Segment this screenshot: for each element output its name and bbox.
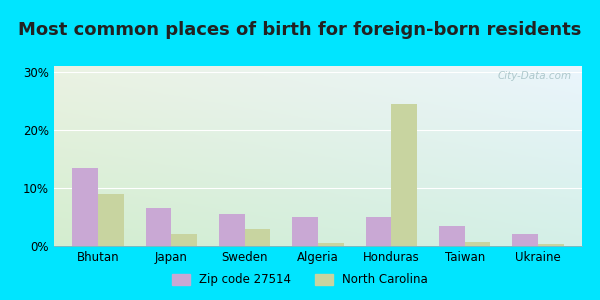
Bar — [73, 168, 98, 246]
Bar — [365, 217, 391, 246]
Bar — [172, 234, 197, 246]
Bar — [318, 243, 344, 246]
Bar — [464, 242, 490, 246]
Text: Most common places of birth for foreign-born residents: Most common places of birth for foreign-… — [19, 21, 581, 39]
Legend: Zip code 27514, North Carolina: Zip code 27514, North Carolina — [167, 269, 433, 291]
Bar — [98, 194, 124, 246]
Bar — [146, 208, 172, 246]
Bar — [391, 104, 417, 246]
Bar — [538, 244, 563, 246]
Text: City-Data.com: City-Data.com — [497, 71, 571, 81]
Bar — [439, 226, 464, 246]
Bar — [219, 214, 245, 246]
Bar — [245, 229, 271, 246]
Bar — [292, 217, 318, 246]
Bar — [512, 234, 538, 246]
